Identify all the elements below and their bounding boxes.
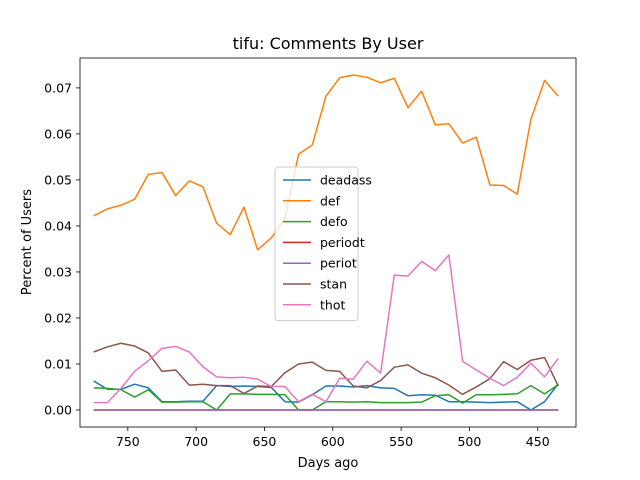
legend-label-periot: periot: [320, 256, 357, 271]
x-axis: 750 700 650 600 550 500 450: [116, 427, 550, 449]
y-tick-label: 0.02: [44, 310, 72, 325]
legend-label-thot: thot: [320, 297, 345, 312]
x-tick-label: 750: [116, 434, 140, 449]
x-tick-label: 450: [526, 434, 550, 449]
legend-label-stan: stan: [320, 277, 347, 292]
y-tick-label: 0.05: [44, 172, 72, 187]
series-line-def: [93, 74, 559, 251]
series-line-stan: [93, 342, 559, 396]
chart-title: tifu: Comments By User: [233, 34, 424, 53]
y-tick-label: 0.04: [44, 218, 72, 233]
y-tick-label: 0.01: [44, 356, 72, 371]
x-tick-label: 700: [184, 434, 208, 449]
x-tick-label: 550: [389, 434, 413, 449]
series-line-thot: [93, 254, 559, 404]
plot-area: [79, 57, 577, 428]
y-tick-label: 0.03: [44, 264, 72, 279]
y-tick-label: 0.06: [44, 126, 72, 141]
x-axis-label: Days ago: [298, 456, 359, 471]
x-tick-label: 650: [253, 434, 277, 449]
y-axis: 0.00 0.01 0.02 0.03 0.04 0.05 0.06 0.07: [44, 80, 80, 417]
legend-label-defo: defo: [320, 214, 348, 229]
y-tick-label: 0.00: [44, 402, 72, 417]
legend-label-deadass: deadass: [320, 173, 372, 188]
y-tick-label: 0.07: [44, 80, 72, 95]
legend-label-periodt: periodt: [320, 235, 365, 250]
x-tick-label: 500: [457, 434, 481, 449]
x-tick-label: 600: [321, 434, 345, 449]
legend-box: [274, 166, 359, 322]
legend-label-def: def: [320, 193, 341, 208]
y-axis-label: Percent of Users: [20, 189, 35, 295]
legend: deadass def defo periodt periot stan thot: [274, 166, 372, 322]
plot-frame: [79, 57, 577, 428]
